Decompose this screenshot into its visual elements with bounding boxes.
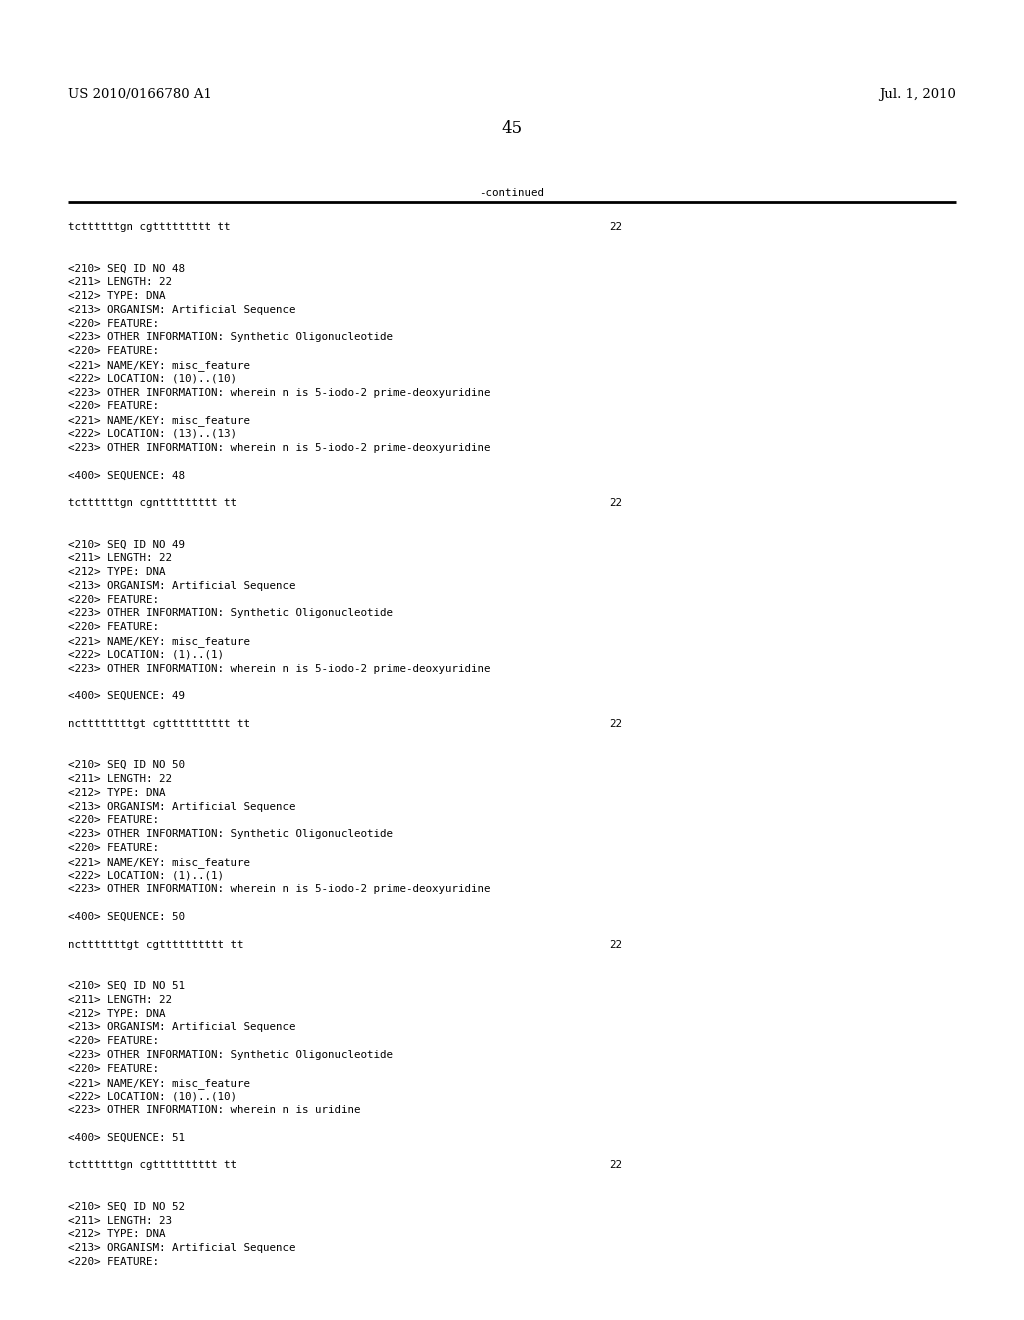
Text: <223> OTHER INFORMATION: Synthetic Oligonucleotide: <223> OTHER INFORMATION: Synthetic Oligo…	[68, 333, 393, 342]
Text: <213> ORGANISM: Artificial Sequence: <213> ORGANISM: Artificial Sequence	[68, 1023, 296, 1032]
Text: <220> FEATURE:: <220> FEATURE:	[68, 346, 159, 356]
Text: <220> FEATURE:: <220> FEATURE:	[68, 318, 159, 329]
Text: 45: 45	[502, 120, 522, 137]
Text: tcttttttgn cgnttttttttt tt: tcttttttgn cgnttttttttt tt	[68, 498, 237, 508]
Text: <220> FEATURE:: <220> FEATURE:	[68, 843, 159, 853]
Text: ncttttttttgt cgtttttttttt tt: ncttttttttgt cgtttttttttt tt	[68, 719, 250, 729]
Text: <400> SEQUENCE: 49: <400> SEQUENCE: 49	[68, 692, 185, 701]
Text: <211> LENGTH: 22: <211> LENGTH: 22	[68, 995, 172, 1005]
Text: <210> SEQ ID NO 48: <210> SEQ ID NO 48	[68, 264, 185, 273]
Text: <220> FEATURE:: <220> FEATURE:	[68, 1257, 159, 1267]
Text: <222> LOCATION: (10)..(10): <222> LOCATION: (10)..(10)	[68, 1092, 237, 1101]
Text: <223> OTHER INFORMATION: wherein n is 5-iodo-2 prime-deoxyuridine: <223> OTHER INFORMATION: wherein n is 5-…	[68, 664, 490, 673]
Text: <222> LOCATION: (10)..(10): <222> LOCATION: (10)..(10)	[68, 374, 237, 384]
Text: <223> OTHER INFORMATION: wherein n is 5-iodo-2 prime-deoxyuridine: <223> OTHER INFORMATION: wherein n is 5-…	[68, 388, 490, 397]
Text: <223> OTHER INFORMATION: wherein n is 5-iodo-2 prime-deoxyuridine: <223> OTHER INFORMATION: wherein n is 5-…	[68, 884, 490, 895]
Text: <221> NAME/KEY: misc_feature: <221> NAME/KEY: misc_feature	[68, 1077, 250, 1089]
Text: 22: 22	[609, 940, 622, 949]
Text: <221> NAME/KEY: misc_feature: <221> NAME/KEY: misc_feature	[68, 360, 250, 371]
Text: <211> LENGTH: 22: <211> LENGTH: 22	[68, 774, 172, 784]
Text: 22: 22	[609, 1160, 622, 1171]
Text: <211> LENGTH: 23: <211> LENGTH: 23	[68, 1216, 172, 1225]
Text: <221> NAME/KEY: misc_feature: <221> NAME/KEY: misc_feature	[68, 416, 250, 426]
Text: <223> OTHER INFORMATION: Synthetic Oligonucleotide: <223> OTHER INFORMATION: Synthetic Oligo…	[68, 1049, 393, 1060]
Text: <400> SEQUENCE: 51: <400> SEQUENCE: 51	[68, 1133, 185, 1143]
Text: Jul. 1, 2010: Jul. 1, 2010	[880, 88, 956, 102]
Text: 22: 22	[609, 719, 622, 729]
Text: <213> ORGANISM: Artificial Sequence: <213> ORGANISM: Artificial Sequence	[68, 305, 296, 314]
Text: <221> NAME/KEY: misc_feature: <221> NAME/KEY: misc_feature	[68, 857, 250, 867]
Text: <212> TYPE: DNA: <212> TYPE: DNA	[68, 1008, 166, 1019]
Text: <213> ORGANISM: Artificial Sequence: <213> ORGANISM: Artificial Sequence	[68, 1243, 296, 1253]
Text: <212> TYPE: DNA: <212> TYPE: DNA	[68, 568, 166, 577]
Text: <212> TYPE: DNA: <212> TYPE: DNA	[68, 788, 166, 797]
Text: <212> TYPE: DNA: <212> TYPE: DNA	[68, 290, 166, 301]
Text: tcttttttgn cgtttttttttt tt: tcttttttgn cgtttttttttt tt	[68, 1160, 237, 1171]
Text: <211> LENGTH: 22: <211> LENGTH: 22	[68, 553, 172, 564]
Text: <213> ORGANISM: Artificial Sequence: <213> ORGANISM: Artificial Sequence	[68, 801, 296, 812]
Text: <220> FEATURE:: <220> FEATURE:	[68, 1036, 159, 1047]
Text: <223> OTHER INFORMATION: wherein n is uridine: <223> OTHER INFORMATION: wherein n is ur…	[68, 1105, 360, 1115]
Text: <400> SEQUENCE: 50: <400> SEQUENCE: 50	[68, 912, 185, 921]
Text: <210> SEQ ID NO 52: <210> SEQ ID NO 52	[68, 1201, 185, 1212]
Text: US 2010/0166780 A1: US 2010/0166780 A1	[68, 88, 212, 102]
Text: 22: 22	[609, 498, 622, 508]
Text: nctttttttgt cgtttttttttt tt: nctttttttgt cgtttttttttt tt	[68, 940, 244, 949]
Text: <222> LOCATION: (1)..(1): <222> LOCATION: (1)..(1)	[68, 871, 224, 880]
Text: <222> LOCATION: (1)..(1): <222> LOCATION: (1)..(1)	[68, 649, 224, 660]
Text: <211> LENGTH: 22: <211> LENGTH: 22	[68, 277, 172, 288]
Text: 22: 22	[609, 222, 622, 232]
Text: <223> OTHER INFORMATION: wherein n is 5-iodo-2 prime-deoxyuridine: <223> OTHER INFORMATION: wherein n is 5-…	[68, 442, 490, 453]
Text: <220> FEATURE:: <220> FEATURE:	[68, 594, 159, 605]
Text: <220> FEATURE:: <220> FEATURE:	[68, 622, 159, 632]
Text: <220> FEATURE:: <220> FEATURE:	[68, 1064, 159, 1073]
Text: <222> LOCATION: (13)..(13): <222> LOCATION: (13)..(13)	[68, 429, 237, 440]
Text: <220> FEATURE:: <220> FEATURE:	[68, 401, 159, 412]
Text: <213> ORGANISM: Artificial Sequence: <213> ORGANISM: Artificial Sequence	[68, 581, 296, 591]
Text: <210> SEQ ID NO 50: <210> SEQ ID NO 50	[68, 760, 185, 770]
Text: <210> SEQ ID NO 51: <210> SEQ ID NO 51	[68, 981, 185, 991]
Text: <223> OTHER INFORMATION: Synthetic Oligonucleotide: <223> OTHER INFORMATION: Synthetic Oligo…	[68, 609, 393, 618]
Text: <212> TYPE: DNA: <212> TYPE: DNA	[68, 1229, 166, 1239]
Text: -continued: -continued	[479, 187, 545, 198]
Text: <210> SEQ ID NO 49: <210> SEQ ID NO 49	[68, 540, 185, 549]
Text: <221> NAME/KEY: misc_feature: <221> NAME/KEY: misc_feature	[68, 636, 250, 647]
Text: <220> FEATURE:: <220> FEATURE:	[68, 816, 159, 825]
Text: <223> OTHER INFORMATION: Synthetic Oligonucleotide: <223> OTHER INFORMATION: Synthetic Oligo…	[68, 829, 393, 840]
Text: tcttttttgn cgttttttttt tt: tcttttttgn cgttttttttt tt	[68, 222, 230, 232]
Text: <400> SEQUENCE: 48: <400> SEQUENCE: 48	[68, 470, 185, 480]
